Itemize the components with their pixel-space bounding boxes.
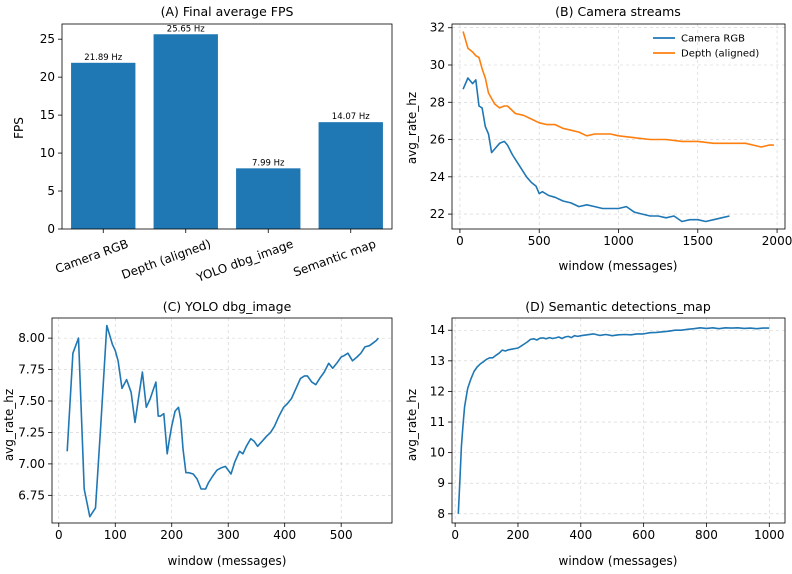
plot-frame — [451, 23, 786, 230]
x-tick-label-1: 500 — [528, 234, 551, 248]
data-label-0: 21.89 Hz — [84, 53, 122, 63]
series-line-0 — [66, 324, 380, 518]
y-tick-label-1: 9 — [437, 476, 445, 490]
y-tick-label-1: 24 — [430, 170, 445, 184]
x-tick-label-3: 300 — [217, 528, 240, 542]
x-tick-label-0: 0 — [55, 528, 63, 542]
legend-label-0: Camera RGB — [681, 34, 745, 45]
y-tick-label-0: 6.75 — [18, 488, 45, 502]
panel-c-line-chart: (C) YOLO dbg_image window (messages) avg… — [2, 299, 393, 568]
chart-title: (C) YOLO dbg_image — [163, 299, 292, 314]
series-line-camera-rgb — [462, 77, 730, 223]
y-tick-label-6: 14 — [430, 323, 445, 337]
series-line-depth-aligned- — [462, 31, 774, 148]
y-tick-label-2: 26 — [430, 133, 445, 147]
x-tick-label-5: 1000 — [754, 528, 785, 542]
y-tick-label-2: 10 — [430, 446, 445, 460]
x-tick-label-0: Camera RGB — [53, 237, 130, 276]
y-tick-label-3: 7.50 — [18, 394, 45, 408]
y-tick-label-5: 13 — [430, 354, 445, 368]
plot-frame — [451, 317, 786, 524]
data-label-1: 25.65 Hz — [167, 24, 205, 34]
x-tick-label-2: 1000 — [603, 234, 634, 248]
panel-d-line-chart: (D) Semantic detections_map window (mess… — [405, 299, 786, 568]
x-tick-label-3: Semantic map — [291, 237, 377, 280]
x-tick-label-1: 200 — [507, 528, 530, 542]
x-tick-label-5: 500 — [330, 528, 353, 542]
data-label-2: 7.99 Hz — [252, 158, 285, 168]
y-axis-label: avg_rate_hz — [405, 389, 419, 461]
y-tick-label-2: 10 — [40, 146, 55, 160]
x-tick-label-3: 600 — [632, 528, 655, 542]
y-tick-label-3: 11 — [430, 415, 445, 429]
chart-title: (A) Final average FPS — [161, 4, 294, 19]
y-tick-label-5: 25 — [40, 32, 55, 46]
chart-title: (D) Semantic detections_map — [525, 299, 711, 314]
y-tick-label-5: 8.00 — [18, 331, 45, 345]
y-axis-label: avg_rate_hz — [2, 389, 16, 461]
panel-b-line-chart: (B) Camera streams window (messages) avg… — [405, 4, 792, 273]
plot-frame — [51, 317, 393, 524]
panel-a-bar-chart: (A) Final average FPS FPS 21.89 Hz Camera… — [12, 4, 393, 285]
y-tick-label-3: 28 — [430, 95, 445, 109]
x-tick-label-1: 100 — [104, 528, 127, 542]
x-tick-label-3: 1500 — [683, 234, 714, 248]
y-tick-label-0: 22 — [430, 207, 445, 221]
x-tick-label-0: 0 — [451, 528, 459, 542]
y-tick-label-4: 12 — [430, 384, 445, 398]
bar-0 — [71, 62, 136, 229]
bar-2 — [236, 168, 301, 229]
bar-1 — [153, 34, 218, 229]
y-tick-label-0: 0 — [47, 222, 55, 236]
data-label-3: 14.07 Hz — [332, 112, 370, 122]
x-tick-label-2: 200 — [160, 528, 183, 542]
y-tick-label-4: 7.75 — [18, 363, 45, 377]
series-line-0 — [457, 327, 770, 514]
y-tick-label-0: 8 — [437, 507, 445, 521]
x-tick-label-4: 2000 — [762, 234, 792, 248]
x-tick-label-4: 800 — [695, 528, 718, 542]
y-axis-label: avg_rate_hz — [405, 92, 419, 164]
legend-label-1: Depth (aligned) — [681, 49, 759, 60]
y-tick-label-3: 15 — [40, 108, 55, 122]
y-tick-label-4: 20 — [40, 70, 55, 84]
y-tick-label-4: 30 — [430, 58, 445, 72]
y-tick-label-5: 32 — [430, 21, 445, 35]
plot-frame — [61, 23, 393, 230]
x-axis-label: window (messages) — [559, 554, 678, 568]
y-axis-label: FPS — [12, 117, 26, 139]
x-axis-label: window (messages) — [168, 554, 287, 568]
x-axis-label: window (messages) — [559, 259, 678, 273]
x-tick-label-2: 400 — [569, 528, 592, 542]
chart-title: (B) Camera streams — [555, 4, 681, 19]
x-tick-label-0: 0 — [456, 234, 464, 248]
x-tick-label-4: 400 — [273, 528, 296, 542]
bar-3 — [318, 122, 383, 229]
y-tick-label-1: 5 — [47, 184, 55, 198]
y-tick-label-1: 7.00 — [18, 457, 45, 471]
y-tick-label-2: 7.25 — [18, 425, 45, 439]
